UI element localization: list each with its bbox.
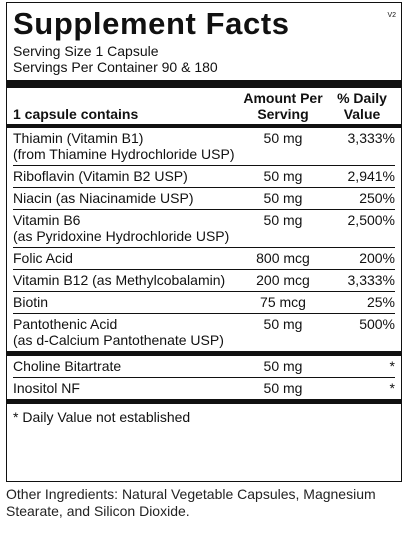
text-line: Serving (257, 106, 309, 122)
text-line: (from Thiamine Hydrochloride USP) (13, 146, 235, 162)
nutrient-name: Biotin (13, 294, 237, 310)
serving-size: Serving Size 1 Capsule (13, 43, 159, 59)
text-line: Inositol NF (13, 380, 80, 396)
amount: 50 mg (263, 168, 303, 184)
daily-value: 2,941% (347, 168, 395, 184)
nutrient-row: Vitamin B12 (as Methylcobalamin) 200 mcg 3… (13, 269, 395, 291)
nutrient-name: Vitamin B12 (as Methylcobalamin) (13, 272, 237, 288)
text-line: Riboflavin (Vitamin B2 USP) (13, 168, 188, 184)
nutrient-name: Folic Acid (13, 250, 237, 266)
amount: 75 mcg (260, 294, 306, 310)
amount: 50 mg (263, 130, 303, 146)
daily-value: * (389, 380, 395, 396)
nutrient-name: Niacin (as Niacinamide USP) (13, 190, 237, 206)
nutrient-row: Riboflavin (Vitamin B2 USP) 50 mg 2,941% (13, 165, 395, 187)
divider (7, 351, 401, 356)
nutrient-name: Pantothenic Acid (as d-Calcium Pantothena… (13, 316, 237, 348)
text-line: % Daily (337, 90, 387, 106)
nutrient-row: Folic Acid 800 mcg 200% (13, 247, 395, 269)
text-line: Amount Per (243, 90, 323, 106)
daily-value: 200% (359, 250, 395, 266)
daily-value: 3,333% (347, 130, 395, 146)
text-line: Value (343, 106, 381, 122)
nutrient-name: Riboflavin (Vitamin B2 USP) (13, 168, 237, 184)
nutrient-rows: Thiamin (Vitamin B1) (from Thiamine Hydro… (13, 128, 395, 351)
nutrient-name: Thiamin (Vitamin B1) (from Thiamine Hydro… (13, 130, 237, 162)
nutrient-row: Vitamin B6 (as Pyridoxine Hydrochloride U… (13, 209, 395, 247)
text-line: (as d-Calcium Pantothenate USP) (13, 332, 224, 348)
nutrient-row: Inositol NF 50 mg * (13, 377, 395, 399)
nutrient-row: Choline Bitartrate 50 mg * (13, 356, 395, 377)
column-header: 1 capsule contains Amount Per Serving% Dai… (13, 88, 395, 124)
text-line: Thiamin (Vitamin B1) (13, 130, 144, 146)
daily-value: 500% (359, 316, 395, 332)
facts-panel: Supplement Facts V2 Serving Size 1 Capsu… (6, 2, 402, 482)
daily-value: 2,500% (347, 212, 395, 228)
column-title: 1 capsule contains (13, 106, 237, 122)
other-rows: Choline Bitartrate 50 mg * Inositol NF 50 mg… (13, 356, 395, 399)
text-line: (as Pyridoxine Hydrochloride USP) (13, 228, 230, 244)
daily-value: 25% (366, 294, 395, 310)
nutrient-row: Biotin 75 mcg 25% (13, 291, 395, 313)
amount: 50 mg (263, 212, 303, 228)
title: Supplement Facts (13, 6, 290, 41)
nutrient-name: Vitamin B6 (as Pyridoxine Hydrochloride U… (13, 212, 237, 244)
text-line: Biotin (13, 294, 49, 310)
text-line: Niacin (as Niacinamide USP) (13, 190, 194, 206)
nutrient-row: Thiamin (Vitamin B1) (from Thiamine Hydro… (13, 128, 395, 165)
footnote: * Daily Value not established (13, 409, 191, 425)
divider (7, 399, 401, 404)
amount: 200 mcg (256, 272, 310, 288)
daily-value: 250% (359, 190, 395, 206)
amount: 50 mg (263, 358, 303, 374)
daily-value: 3,333% (347, 272, 395, 288)
nutrient-name: Choline Bitartrate (13, 358, 237, 374)
daily-value: * (389, 358, 395, 374)
text-line: Pantothenic Acid (13, 316, 118, 332)
nutrient-row: Pantothenic Acid (as d-Calcium Pantothena… (13, 313, 395, 351)
text-line: 1 capsule contains (13, 106, 139, 122)
amount: 50 mg (263, 316, 303, 332)
other-ingredients: Other Ingredients: Natural Vegetable Cap… (6, 486, 376, 519)
divider (7, 124, 401, 128)
version: V2 (387, 12, 396, 19)
servings-per-container: Servings Per Container 90 & 180 (13, 59, 218, 75)
amount: 50 mg (263, 380, 303, 396)
text-line: Folic Acid (13, 250, 73, 266)
amount: 800 mcg (256, 250, 310, 266)
divider (7, 80, 401, 88)
nutrient-row: Niacin (as Niacinamide USP) 50 mg 250% (13, 187, 395, 209)
text-line: Vitamin B6 (13, 212, 81, 228)
column-title: Amount Per Serving (237, 90, 329, 122)
amount: 50 mg (263, 190, 303, 206)
text-line: Vitamin B12 (as Methylcobalamin) (13, 272, 226, 288)
nutrient-name: Inositol NF (13, 380, 237, 396)
column-title: % Daily Value (329, 90, 395, 122)
text-line: Choline Bitartrate (13, 358, 122, 374)
